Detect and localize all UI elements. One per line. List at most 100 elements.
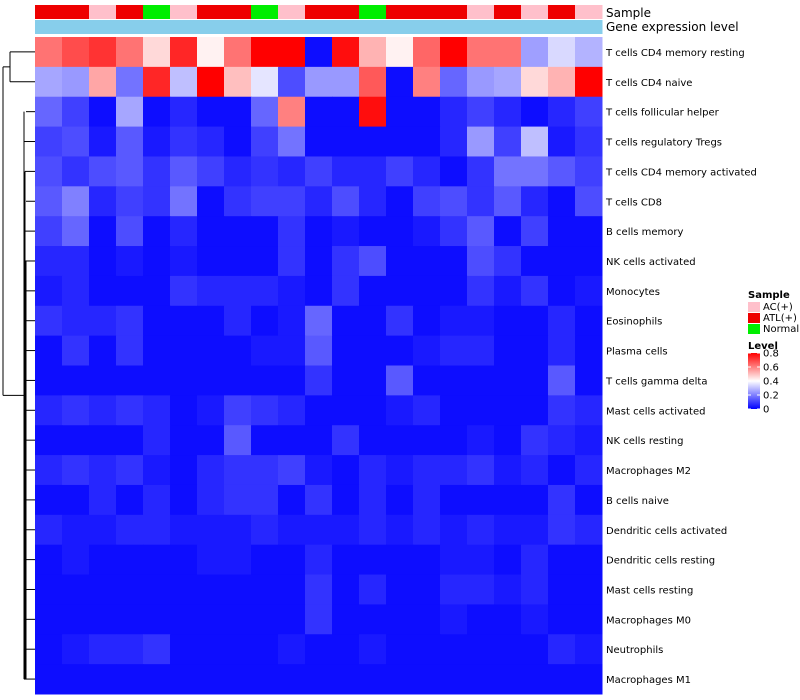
heatmap-cell (332, 37, 360, 68)
heatmap-cell (467, 186, 495, 217)
heatmap-cell (170, 216, 198, 247)
heatmap-cell (575, 425, 603, 456)
heatmap-cell (386, 365, 414, 396)
heatmap-cell (170, 574, 198, 605)
heatmap-cell (548, 275, 576, 307)
heatmap-cell (386, 395, 414, 426)
heatmap-cell (35, 604, 63, 635)
heatmap-cell (224, 395, 252, 426)
sample-annotation-cell (170, 5, 198, 19)
heatmap-cell (143, 455, 171, 486)
heatmap-cell (224, 484, 252, 516)
heatmap-cell (521, 634, 549, 665)
heatmap-cell (359, 246, 387, 277)
heatmap-cell (62, 156, 90, 187)
heatmap-cell (116, 365, 144, 396)
heatmap-cell (440, 634, 468, 665)
heatmap-cell (305, 484, 333, 516)
heatmap-cell (467, 664, 495, 695)
heatmap-cell (224, 96, 252, 128)
heatmap-cell (224, 455, 252, 486)
heatmap-cell (413, 96, 441, 128)
heatmap-cell (35, 574, 63, 605)
sample-annotation-cell (440, 5, 468, 19)
heatmap-cell (494, 216, 522, 247)
heatmap-cell (440, 664, 468, 695)
heatmap-cell (521, 455, 549, 486)
heatmap-cell (332, 246, 360, 277)
heatmap-cell (305, 425, 333, 456)
heatmap-cell (89, 664, 117, 695)
row-label: NK cells activated (606, 257, 696, 268)
annotation-label-sample: Sample (606, 6, 651, 20)
heatmap-cell (332, 66, 360, 98)
heatmap-cell (467, 126, 495, 157)
heatmap-cell (251, 544, 279, 576)
heatmap-cell (35, 544, 63, 576)
heatmap-cell (440, 395, 468, 426)
heatmap-cell (62, 425, 90, 456)
heatmap-cell (467, 634, 495, 665)
heatmap-cell (170, 66, 198, 98)
heatmap-cell (359, 216, 387, 247)
heatmap-cell (62, 305, 90, 337)
heatmap-cell (89, 275, 117, 307)
heatmap-cell (386, 484, 414, 516)
heatmap-cell (467, 275, 495, 307)
heatmap-cell (197, 37, 225, 68)
heatmap-cell (575, 186, 603, 217)
row-label: Eosinophils (606, 317, 662, 328)
heatmap-cell (35, 216, 63, 247)
heatmap-cell (413, 216, 441, 247)
row-dendrogram (2, 51, 35, 680)
heatmap-cell (575, 604, 603, 635)
heatmap-cell (170, 664, 198, 695)
heatmap-cell (332, 216, 360, 247)
heatmap-cell (332, 544, 360, 576)
heatmap-cell (575, 216, 603, 247)
heatmap-cell (170, 365, 198, 396)
heatmap-cell (143, 305, 171, 337)
heatmap-cell (197, 514, 225, 546)
heatmap-cell (548, 574, 576, 605)
heatmap-cell (170, 305, 198, 337)
heatmap-cell (35, 246, 63, 277)
heatmap-cell (494, 365, 522, 396)
heatmap-cell (197, 455, 225, 486)
heatmap-cell (359, 395, 387, 426)
sample-legend-label: AC(+) (763, 302, 793, 313)
heatmap-cell (413, 514, 441, 546)
heatmap-cell (197, 425, 225, 456)
heatmap-cell (521, 66, 549, 98)
heatmap-cell (62, 544, 90, 576)
heatmap-cell (332, 365, 360, 396)
heatmap-cell (548, 335, 576, 366)
heatmap-cell (224, 514, 252, 546)
heatmap-cell (467, 365, 495, 396)
heatmap-cell (224, 365, 252, 396)
heatmap-cell (224, 425, 252, 456)
heatmap-cell (278, 66, 306, 98)
sample-annotation-cell (62, 5, 90, 19)
heatmap-cell (386, 514, 414, 546)
heatmap-cell (467, 544, 495, 576)
sample-legend-label: Normal (763, 324, 799, 335)
heatmap-cell (386, 246, 414, 277)
heatmap-cell (170, 156, 198, 187)
heatmap-cell (548, 126, 576, 157)
heatmap-cell (386, 275, 414, 307)
heatmap-cell (35, 37, 63, 68)
heatmap-cell (413, 634, 441, 665)
heatmap-cell (62, 455, 90, 486)
heatmap-cell (305, 246, 333, 277)
heatmap-cell (521, 186, 549, 217)
heatmap-cell (467, 514, 495, 546)
heatmap-cell (575, 395, 603, 426)
heatmap-cell (143, 246, 171, 277)
heatmap-cell (278, 156, 306, 187)
heatmap-cell (251, 156, 279, 187)
heatmap-cell (548, 216, 576, 247)
row-label: Mast cells resting (606, 585, 693, 596)
heatmap-cell (224, 186, 252, 217)
